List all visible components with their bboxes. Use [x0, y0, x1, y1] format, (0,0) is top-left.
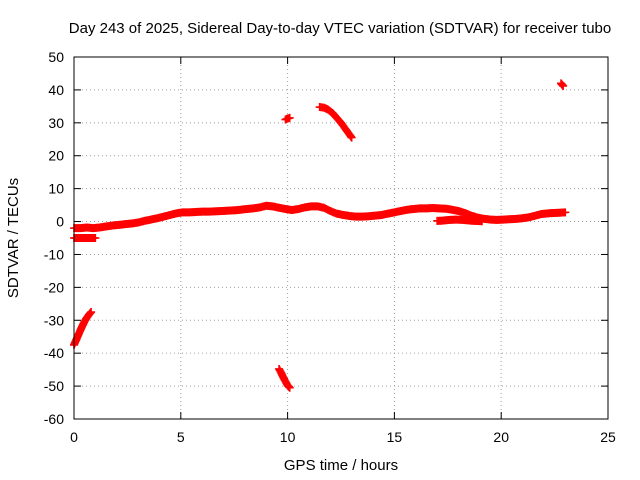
data-points [70, 79, 570, 392]
y-tick-label: 10 [48, 181, 64, 197]
x-axis-label: GPS time / hours [284, 457, 398, 474]
series-main-track [70, 201, 570, 233]
axis-ticks: -60 -50 -40 -30 -20 -10 0 10 20 30 40 50 0 5 10 15 20 25 [44, 49, 616, 445]
y-tick-label: 50 [48, 49, 64, 65]
series-arc-late [557, 79, 568, 90]
data-point-marker [91, 234, 100, 242]
x-tick-label: 25 [600, 429, 616, 445]
grid [74, 57, 608, 419]
series-arc-upper-mid [281, 113, 294, 124]
data-point-marker [477, 217, 486, 226]
series-arc-start [70, 308, 96, 349]
data-point-marker [87, 308, 96, 317]
series-arc-upper-descending [315, 103, 356, 142]
y-tick-label: 20 [48, 148, 64, 164]
data-point-marker [559, 81, 568, 90]
x-tick-label: 5 [177, 429, 185, 445]
data-point-marker [561, 208, 570, 217]
y-tick-label: 40 [48, 82, 64, 98]
y-tick-label: -50 [44, 378, 64, 394]
series-secondary-track [433, 215, 486, 226]
y-tick-label: -30 [44, 312, 64, 328]
y-tick-label: 0 [56, 214, 64, 230]
plot-frame [73, 56, 609, 420]
x-tick-label: 15 [387, 429, 403, 445]
x-tick-label: 0 [70, 429, 78, 445]
y-tick-label: -60 [44, 411, 64, 427]
data-point-marker [347, 133, 356, 142]
y-tick-label: -40 [44, 345, 64, 361]
x-tick-label: 20 [493, 429, 509, 445]
series-arc-lower-mid [275, 364, 294, 392]
y-tick-label: -10 [44, 246, 64, 262]
x-tick-label: 10 [280, 429, 296, 445]
y-tick-label: -20 [44, 279, 64, 295]
y-axis-label: SDTVAR / TECUs [5, 178, 22, 298]
data-point-marker [285, 383, 294, 392]
chart-title: Day 243 of 2025, Sidereal Day-to-day VTE… [69, 20, 611, 37]
data-point-marker [285, 113, 294, 122]
y-tick-label: 30 [48, 115, 64, 131]
